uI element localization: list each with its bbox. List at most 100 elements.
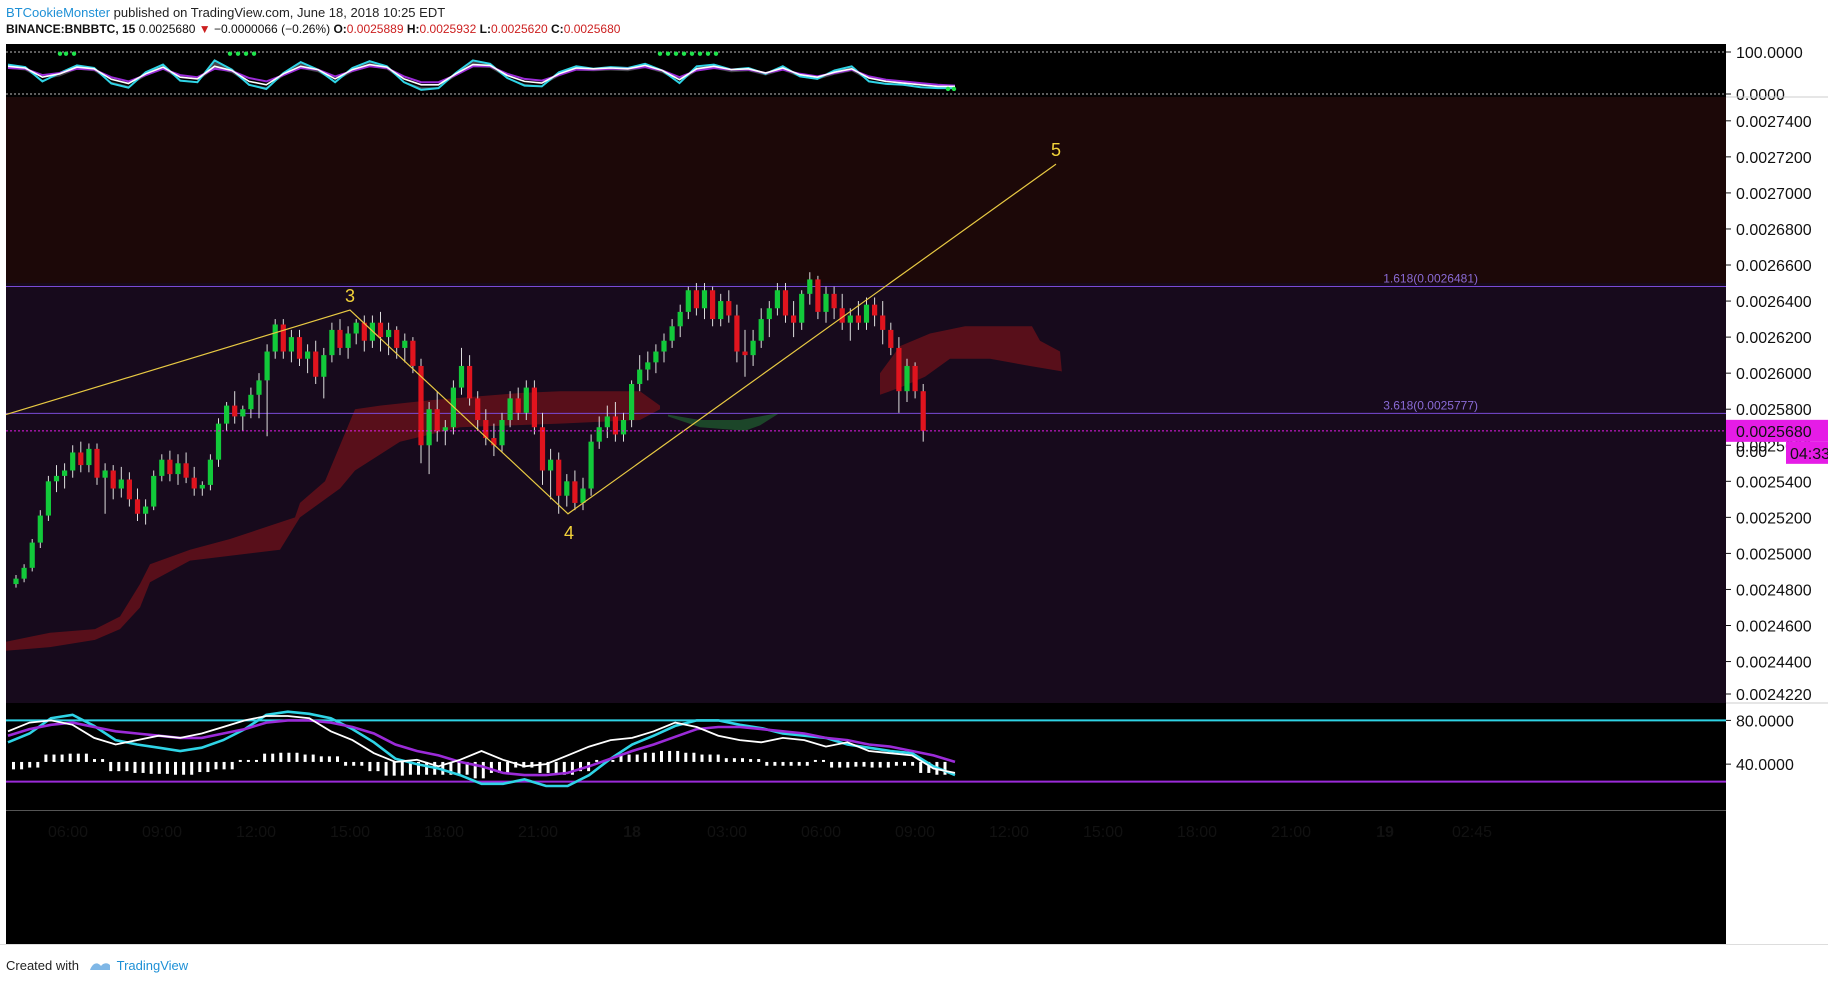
chart-canvas[interactable]: 1.618(0.0026481) 3.618(0.0025777) 3 4 5 100…: [0, 44, 1828, 944]
candle-body: [232, 405, 238, 417]
author-link[interactable]: BTCookieMonster: [6, 5, 111, 20]
fib-label: 1.618(0.0026481): [1383, 271, 1478, 285]
candle-body: [426, 409, 432, 446]
partially-hidden-tick: 0.00: [1736, 444, 1767, 461]
candle-body: [588, 441, 594, 489]
candle-body: [143, 506, 149, 514]
bottom-osc-histogram-bar: [522, 761, 526, 768]
bottom-osc-histogram-bar: [84, 753, 88, 762]
candle-body: [491, 438, 497, 446]
bottom-osc-histogram-bar: [579, 761, 582, 772]
bottom-osc-histogram-bar: [125, 761, 129, 772]
candle-body: [110, 470, 116, 489]
candle: [191, 466, 197, 496]
high-label: H:: [406, 22, 420, 36]
candle-body: [70, 452, 76, 471]
candle: [572, 470, 578, 511]
bottom-osc-histogram-bar: [263, 753, 267, 762]
price-tick-label: 0.0027000: [1736, 186, 1812, 203]
top-osc-line-cyan: [7, 59, 955, 91]
bottom-osc-histogram-bar: [514, 761, 518, 768]
bottom-osc-histogram-bar: [319, 756, 323, 762]
candle-body: [215, 423, 222, 460]
tradingview-link[interactable]: TradingView: [116, 958, 189, 973]
price-tick-label: 0.0026200: [1736, 330, 1812, 347]
candle-body: [556, 459, 562, 496]
time-tick-label: 02:45: [1452, 824, 1492, 841]
bottom-osc-histogram-bar: [238, 759, 242, 762]
candle: [596, 416, 602, 449]
candle: [167, 450, 173, 482]
candle: [548, 448, 554, 500]
top-osc-signal-dot: [251, 51, 257, 56]
top-osc-signal-dot: [681, 51, 687, 56]
bottom-osc-histogram-bar: [287, 752, 291, 762]
candle-body: [183, 463, 189, 478]
candle: [888, 322, 894, 356]
price-tick-label: 0.0025200: [1736, 510, 1812, 527]
high-value: 0.0025932: [419, 22, 477, 36]
time-tick-label: 03:00: [707, 824, 747, 841]
candle-body: [126, 479, 132, 500]
bottom-osc-histogram-bar: [749, 759, 753, 762]
time-tick-label: 21:00: [518, 824, 558, 841]
bottom-osc-histogram-bar: [101, 759, 105, 762]
bottom-osc-histogram-bar: [384, 761, 388, 776]
bottom-osc-histogram-bar: [724, 758, 728, 762]
candle-body: [847, 315, 853, 323]
candle: [126, 472, 132, 507]
bottom-osc-histogram-bar: [408, 761, 412, 775]
price-tick-label: 0.0026000: [1736, 366, 1812, 383]
candle: [612, 402, 618, 442]
bottom-osc-histogram-bar: [846, 761, 850, 768]
candle: [604, 405, 610, 439]
bottom-osc-histogram-bar: [635, 754, 639, 762]
ichimoku-cloud: [6, 326, 1062, 651]
candle: [361, 315, 367, 352]
time-tick-label: 06:00: [48, 824, 88, 841]
candle: [669, 319, 675, 348]
price-axis-background: [1726, 44, 1828, 944]
candle: [272, 319, 278, 359]
bottom-osc-line-cyan: [7, 710, 956, 788]
price-tick-label: 0.0027200: [1736, 150, 1812, 167]
candle-body: [402, 340, 408, 348]
candle: [353, 319, 359, 345]
candle: [199, 481, 205, 496]
footer: Created with TradingView: [0, 944, 1828, 985]
candle-body: [920, 391, 926, 431]
candle-body: [467, 365, 473, 399]
bottom-osc-histogram-bar: [862, 761, 866, 767]
candle-body: [904, 365, 910, 392]
bottom-osc-histogram-bar: [773, 761, 777, 766]
candle-body: [167, 459, 173, 475]
candle: [677, 304, 683, 338]
bottom-osc-histogram-bar: [20, 761, 24, 770]
bottom-osc-histogram-bar: [295, 752, 299, 762]
bottom-osc-histogram-bar: [52, 754, 56, 762]
bottom-osc-histogram-bar: [206, 761, 210, 773]
candle-body: [888, 329, 894, 348]
bottom-osc-histogram-bar: [182, 761, 186, 775]
candle-body: [78, 452, 84, 466]
candle-body: [815, 279, 821, 312]
candle-body: [572, 481, 578, 503]
candle: [256, 373, 262, 419]
candle-body: [442, 427, 448, 431]
bottom-osc-histogram-bar: [765, 761, 769, 766]
candle: [718, 293, 724, 327]
time-tick-label: 15:00: [330, 824, 370, 841]
candle-body: [329, 329, 335, 356]
open-label: O:: [333, 22, 347, 36]
bottom-osc-histogram-bar: [417, 761, 420, 775]
bottom-osc-histogram-bar: [230, 761, 234, 770]
price-tick-label: 0.0024600: [1736, 619, 1812, 636]
candle: [110, 465, 116, 500]
candle-body: [499, 420, 505, 446]
candle-body: [86, 448, 92, 466]
bottom-osc-histogram-bar: [660, 750, 663, 762]
candle: [661, 333, 667, 363]
candle: [807, 272, 813, 305]
bottom-osc-histogram-bar: [886, 761, 890, 768]
candle-body: [280, 324, 286, 352]
